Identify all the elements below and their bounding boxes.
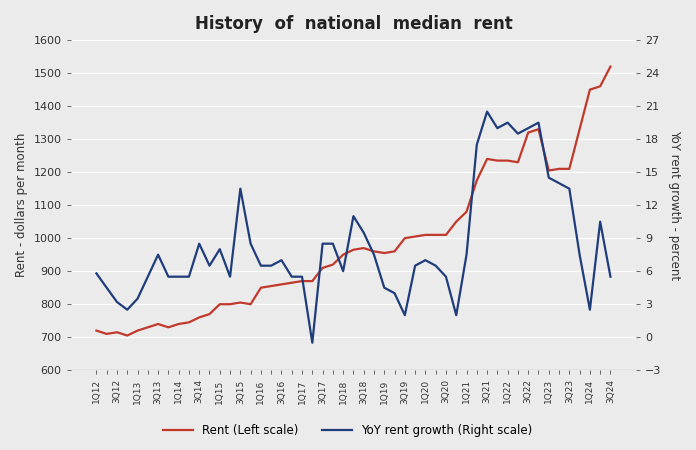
Line: Rent (Left scale): Rent (Left scale) [97,67,610,336]
YoY rent growth (Right scale) [308,340,317,346]
Rent (Left scale) [93,328,101,333]
Rent (Left scale) [257,285,265,290]
Rent (Left scale) [442,232,450,238]
Y-axis label: Rent - dollars per month: Rent - dollars per month [15,133,28,277]
Y-axis label: YoY rent growth - percent: YoY rent growth - percent [668,130,681,280]
Rent (Left scale) [123,333,132,338]
YoY rent growth (Right scale) [596,219,604,225]
YoY rent growth (Right scale) [93,271,101,276]
Title: History  of  national  median  rent: History of national median rent [195,15,512,33]
YoY rent growth (Right scale) [205,263,214,268]
YoY rent growth (Right scale) [483,109,491,114]
Rent (Left scale) [596,84,604,89]
Rent (Left scale) [216,302,224,307]
Legend: Rent (Left scale), YoY rent growth (Right scale): Rent (Left scale), YoY rent growth (Righ… [159,419,537,442]
Rent (Left scale) [473,178,481,183]
Rent (Left scale) [267,284,276,289]
YoY rent growth (Right scale) [473,142,481,147]
YoY rent growth (Right scale) [442,274,450,279]
Line: YoY rent growth (Right scale): YoY rent growth (Right scale) [97,112,610,343]
YoY rent growth (Right scale) [606,274,615,279]
Rent (Left scale) [606,64,615,69]
YoY rent growth (Right scale) [257,263,265,268]
YoY rent growth (Right scale) [246,241,255,247]
